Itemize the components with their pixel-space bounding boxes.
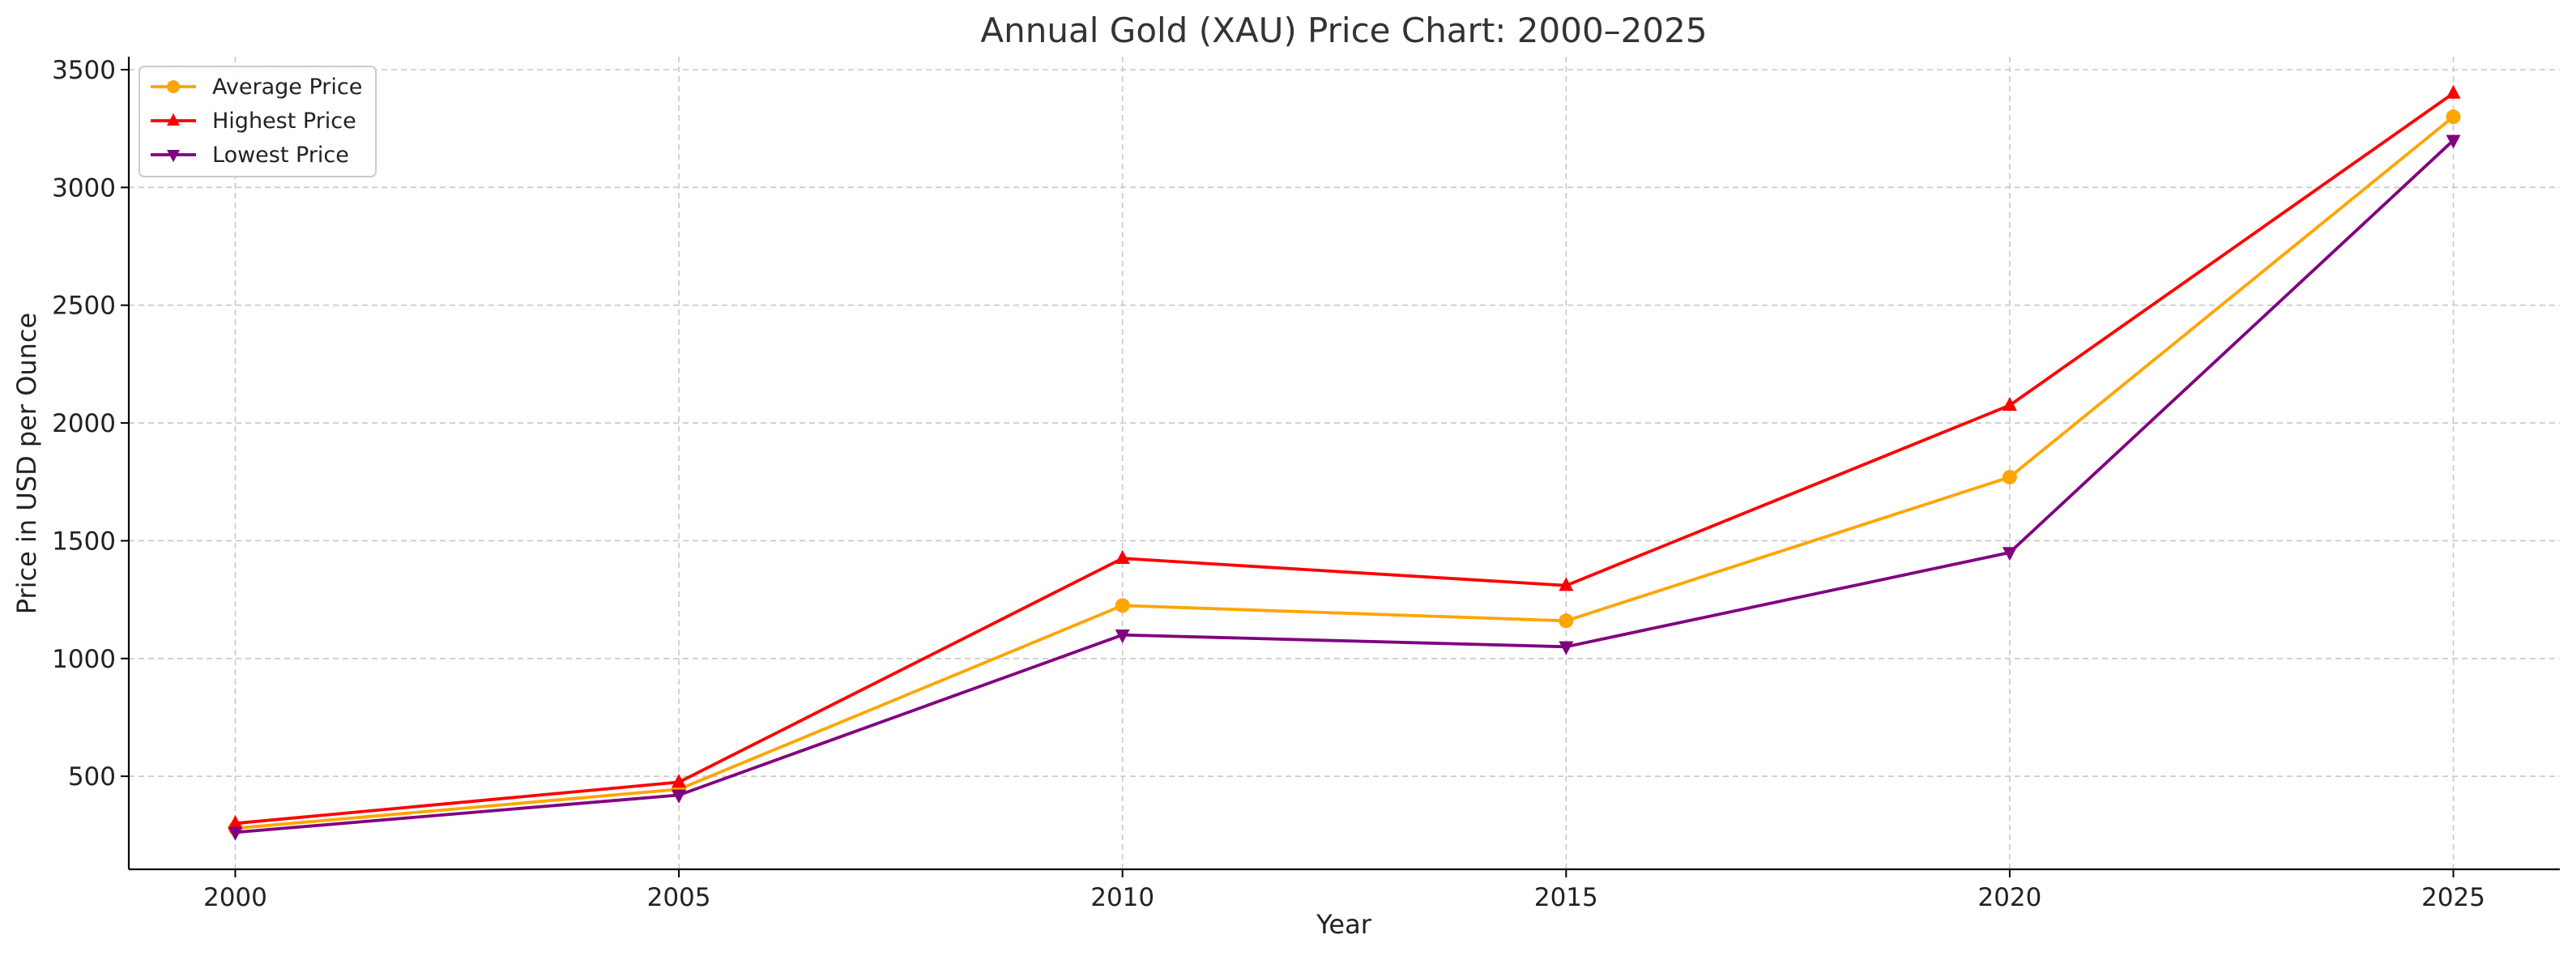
series-average-price <box>228 109 2461 836</box>
x-tick-label: 2025 <box>2421 883 2485 912</box>
series-line-average-price <box>233 115 2455 830</box>
data-point-lowest-price <box>672 789 687 804</box>
data-point-highest-price <box>2002 396 2017 412</box>
data-point-average-price <box>2446 109 2461 125</box>
legend-swatch-marker <box>167 150 180 163</box>
legend-item-highest-price: Highest Price <box>151 109 356 134</box>
y-ticks: 500 1000 1500 2000 2500 3000 3500 <box>52 56 129 792</box>
series-highest-price <box>228 84 2461 830</box>
series <box>228 84 2461 841</box>
data-point-lowest-price <box>228 826 243 841</box>
legend-item-average-price: Average Price <box>151 75 362 100</box>
legend: Average Price Highest Price Lowest Price <box>139 66 377 177</box>
y-tick-label: 2000 <box>52 409 116 438</box>
data-point-highest-price <box>2446 84 2461 99</box>
x-axis-label: Year <box>1316 909 1372 940</box>
grid <box>129 57 2560 869</box>
chart-title: Annual Gold (XAU) Price Chart: 2000–2025 <box>980 11 1707 50</box>
y-tick-label: 500 <box>68 762 116 792</box>
data-point-lowest-price <box>2446 134 2461 149</box>
legend-frame <box>139 66 377 177</box>
y-tick-label: 1000 <box>52 645 116 674</box>
legend-label: Lowest Price <box>212 143 349 168</box>
data-point-lowest-price <box>2002 547 2017 561</box>
y-tick-label: 1500 <box>52 527 116 556</box>
x-tick-label: 2015 <box>1534 883 1598 912</box>
series-line-highest-price <box>233 92 2455 826</box>
x-ticks: 2000 2005 2010 2015 2020 2025 <box>203 869 2485 912</box>
y-axis-label: Price in USD per Ounce <box>11 313 42 614</box>
x-tick-label: 2020 <box>1977 883 2041 912</box>
data-point-highest-price <box>1559 577 1574 591</box>
x-tick-label: 2000 <box>203 883 267 912</box>
data-point-highest-price <box>1115 549 1130 564</box>
legend-label: Average Price <box>212 75 362 100</box>
series-line-lowest-price <box>233 139 2455 834</box>
axes <box>127 57 2560 871</box>
x-tick-label: 2005 <box>647 883 711 912</box>
legend-item-lowest-price: Lowest Price <box>151 143 349 168</box>
legend-swatch-marker <box>167 80 180 93</box>
data-point-average-price <box>2002 469 2017 484</box>
data-point-highest-price <box>672 774 687 788</box>
legend-label: Highest Price <box>212 109 356 134</box>
y-tick-label: 2500 <box>52 292 116 321</box>
data-point-highest-price <box>228 814 243 830</box>
x-tick-label: 2010 <box>1090 883 1154 912</box>
legend-swatch-marker <box>167 113 180 126</box>
data-point-lowest-price <box>1559 641 1574 655</box>
data-point-lowest-price <box>1115 629 1130 644</box>
series-lowest-price <box>228 134 2461 841</box>
y-tick-label: 3000 <box>52 173 116 203</box>
data-point-average-price <box>1559 613 1574 629</box>
data-point-average-price <box>1115 598 1130 613</box>
y-tick-label: 3500 <box>52 56 116 85</box>
